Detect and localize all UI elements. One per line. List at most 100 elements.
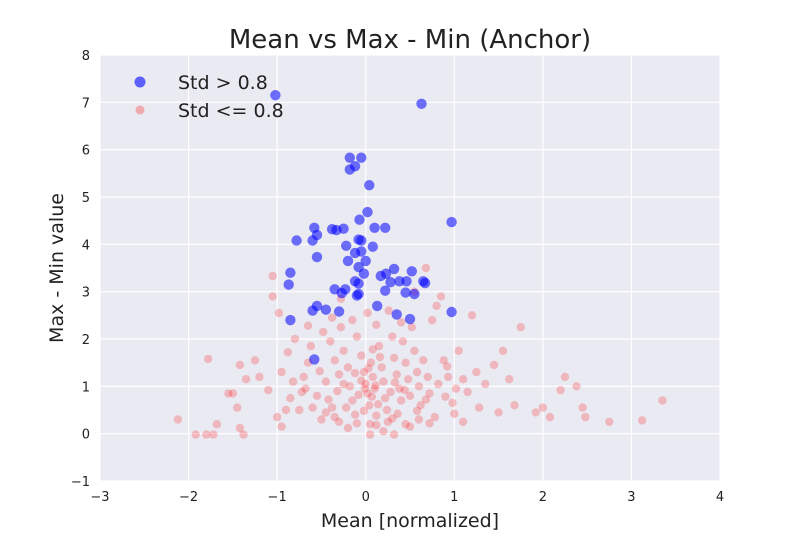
point-std-le-0.8 xyxy=(407,323,416,332)
point-std-gt-0.8 xyxy=(344,164,355,175)
point-std-le-0.8 xyxy=(203,354,213,364)
point-std-le-0.8 xyxy=(489,360,499,370)
point-std-le-0.8 xyxy=(317,415,326,424)
point-std-le-0.8 xyxy=(439,356,448,365)
point-std-le-0.8 xyxy=(425,389,434,398)
point-std-le-0.8 xyxy=(432,301,441,311)
point-std-le-0.8 xyxy=(191,430,200,439)
point-std-le-0.8 xyxy=(281,405,291,415)
point-std-gt-0.8 xyxy=(372,300,383,312)
point-std-le-0.8 xyxy=(301,384,310,393)
point-std-gt-0.8 xyxy=(380,285,391,296)
point-std-le-0.8 xyxy=(339,379,348,389)
point-std-le-0.8 xyxy=(481,379,490,389)
point-std-le-0.8 xyxy=(283,348,292,357)
point-std-le-0.8 xyxy=(377,363,386,372)
point-std-le-0.8 xyxy=(343,423,353,433)
point-std-gt-0.8 xyxy=(333,306,345,317)
point-std-le-0.8 xyxy=(336,323,346,332)
x-tick-label: 0 xyxy=(362,490,370,505)
point-std-le-0.8 xyxy=(324,395,333,404)
point-std-gt-0.8 xyxy=(406,266,417,277)
point-std-gt-0.8 xyxy=(446,216,457,228)
point-std-le-0.8 xyxy=(327,313,337,322)
point-std-le-0.8 xyxy=(374,341,384,351)
point-std-gt-0.8 xyxy=(270,90,281,101)
point-std-le-0.8 xyxy=(416,401,425,410)
point-std-le-0.8 xyxy=(327,403,337,412)
x-tick-label: −3 xyxy=(90,490,109,505)
point-std-le-0.8 xyxy=(348,315,357,325)
point-std-le-0.8 xyxy=(224,389,233,398)
point-std-le-0.8 xyxy=(339,346,348,355)
point-std-le-0.8 xyxy=(381,394,390,403)
x-tick-label: 4 xyxy=(716,490,724,505)
x-tick-label: 1 xyxy=(450,490,458,505)
y-tick-label: 5 xyxy=(82,191,90,206)
legend-marker xyxy=(134,76,146,88)
point-std-le-0.8 xyxy=(342,403,351,412)
point-std-le-0.8 xyxy=(239,430,248,439)
point-std-gt-0.8 xyxy=(336,287,347,299)
point-std-gt-0.8 xyxy=(285,267,296,278)
point-std-le-0.8 xyxy=(365,420,375,429)
point-std-le-0.8 xyxy=(368,345,377,354)
point-std-le-0.8 xyxy=(297,387,307,397)
x-tick-label: 3 xyxy=(627,490,635,505)
point-std-le-0.8 xyxy=(382,405,392,415)
point-std-le-0.8 xyxy=(427,315,437,325)
point-std-le-0.8 xyxy=(357,376,366,385)
point-std-le-0.8 xyxy=(545,412,555,422)
point-std-gt-0.8 xyxy=(446,306,457,318)
point-std-le-0.8 xyxy=(308,403,317,412)
legend-label: Std <= 0.8 xyxy=(178,100,284,122)
point-std-gt-0.8 xyxy=(307,305,318,316)
point-std-le-0.8 xyxy=(398,337,408,346)
point-std-le-0.8 xyxy=(383,417,393,426)
point-std-le-0.8 xyxy=(421,263,431,273)
point-std-le-0.8 xyxy=(241,375,251,384)
point-std-le-0.8 xyxy=(379,377,388,386)
point-std-le-0.8 xyxy=(350,410,360,419)
point-std-gt-0.8 xyxy=(419,277,431,289)
point-std-le-0.8 xyxy=(405,391,415,400)
point-std-le-0.8 xyxy=(441,392,450,401)
point-std-gt-0.8 xyxy=(307,235,318,246)
point-std-le-0.8 xyxy=(389,353,399,363)
point-std-gt-0.8 xyxy=(416,98,427,110)
point-std-gt-0.8 xyxy=(391,309,402,320)
point-std-gt-0.8 xyxy=(358,268,370,279)
point-std-le-0.8 xyxy=(581,412,590,422)
point-std-le-0.8 xyxy=(538,403,548,412)
point-std-le-0.8 xyxy=(393,409,402,418)
y-tick-label: 3 xyxy=(82,286,90,301)
point-std-le-0.8 xyxy=(516,323,525,332)
point-std-gt-0.8 xyxy=(320,304,332,315)
y-tick-label: 0 xyxy=(82,428,90,443)
point-std-le-0.8 xyxy=(209,430,218,439)
point-std-le-0.8 xyxy=(498,346,508,355)
point-std-le-0.8 xyxy=(379,427,388,436)
point-std-le-0.8 xyxy=(202,430,211,439)
y-tick-labels: −1 0 1 2 3 4 5 6 7 8 xyxy=(71,49,90,490)
point-std-le-0.8 xyxy=(401,358,410,367)
point-std-le-0.8 xyxy=(395,384,404,393)
point-std-le-0.8 xyxy=(368,372,377,382)
point-std-le-0.8 xyxy=(212,420,222,429)
point-std-le-0.8 xyxy=(348,396,357,405)
point-std-gt-0.8 xyxy=(367,241,378,252)
y-tick-label: 1 xyxy=(82,380,90,395)
point-std-le-0.8 xyxy=(414,382,424,391)
y-tick-label: 2 xyxy=(82,333,90,348)
point-std-le-0.8 xyxy=(233,403,242,412)
point-std-le-0.8 xyxy=(345,382,354,391)
point-std-le-0.8 xyxy=(450,409,459,418)
point-std-le-0.8 xyxy=(315,367,324,376)
grid-lines xyxy=(99,54,721,482)
point-std-gt-0.8 xyxy=(400,287,411,298)
point-std-le-0.8 xyxy=(370,384,379,393)
point-std-le-0.8 xyxy=(326,337,335,346)
point-std-le-0.8 xyxy=(361,379,370,389)
legend: Std > 0.8 Std <= 0.8 xyxy=(134,72,284,122)
point-std-le-0.8 xyxy=(390,378,400,387)
